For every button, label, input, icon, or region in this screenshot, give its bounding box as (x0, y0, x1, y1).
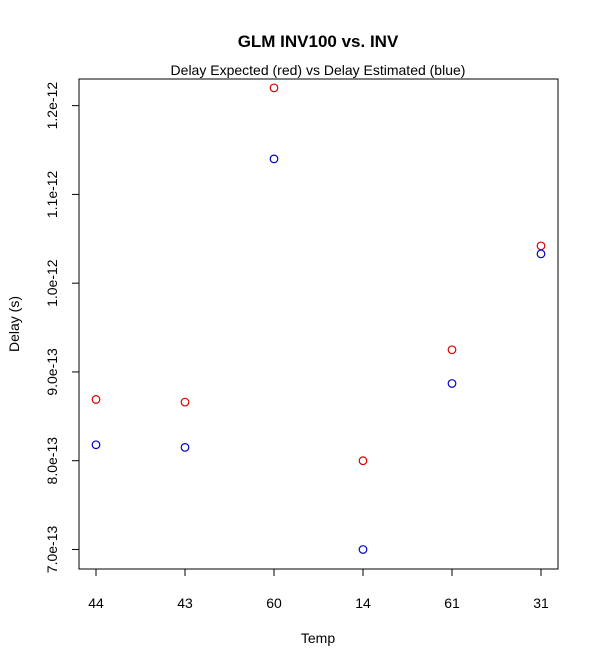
y-tick-label: 7.0e-13 (44, 526, 60, 574)
data-point-series-2 (180, 442, 190, 452)
x-tick-label: 44 (88, 595, 104, 611)
y-tick-label: 1.0e-12 (44, 259, 60, 307)
data-point-series-2 (447, 379, 457, 388)
y-tick-label: 8.0e-13 (44, 437, 60, 485)
data-point-series-1 (536, 241, 546, 251)
x-axis: 44 43 60 14 61 31 (88, 568, 549, 611)
y-tick-label: 9.0e-13 (44, 348, 60, 396)
y-axis: 7.0e-13 8.0e-13 9.0e-13 1.0e-12 1.1e-12 1.2e-… (44, 82, 80, 574)
data-point-series-2 (269, 154, 279, 164)
data-point-series-1 (91, 395, 101, 404)
x-axis-label: Temp (301, 630, 335, 646)
y-tick-label: 1.2e-12 (44, 82, 60, 130)
plot-frame (78, 78, 559, 570)
data-points (91, 83, 546, 554)
y-axis-label: Delay (s) (6, 296, 22, 352)
x-tick-label: 43 (177, 595, 193, 611)
chart-subtitle: Delay Expected (red) vs Delay Estimated … (171, 62, 466, 78)
data-point-series-1 (269, 83, 279, 93)
data-point-series-1 (447, 345, 457, 355)
x-tick-label: 31 (533, 595, 549, 611)
y-tick-label: 1.1e-12 (44, 170, 60, 218)
data-point-series-1 (358, 456, 368, 466)
x-tick-label: 14 (355, 595, 371, 611)
data-point-series-2 (358, 545, 368, 554)
x-tick-label: 60 (266, 595, 282, 611)
data-point-series-2 (91, 440, 101, 450)
data-point-series-1 (180, 397, 190, 407)
x-tick-label: 61 (444, 595, 460, 611)
chart-title: GLM INV100 vs. INV (238, 32, 399, 51)
data-point-series-2 (536, 249, 546, 259)
